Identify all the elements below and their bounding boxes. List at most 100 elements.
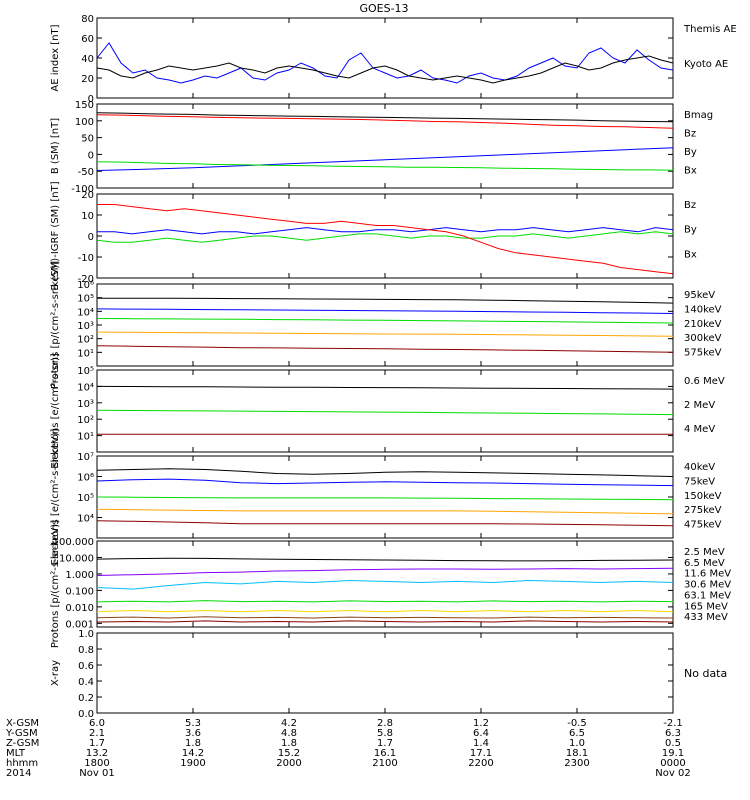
x-row-value: 0000 [660,758,685,769]
y-tick-label: 20 [81,190,94,201]
series-line-40kev [96,468,674,477]
y-tick-label: 0 [88,94,94,105]
y-tick-label: 10⁶ [77,473,94,484]
series-line-95kev [96,297,674,304]
legend-entry: 140keV [684,304,722,315]
x-row-value: Nov 01 [79,768,114,779]
legend-entry: 63.1 MeV [684,590,731,601]
y-tick-label: -20 [78,274,94,285]
series-line-bz [96,114,674,129]
panel-electrons1: Electrons [e/(cm²-s-sr)] [50,353,674,469]
series-line-11.6-mev [96,579,674,590]
x-row-label: Y-GSM [5,728,38,739]
panel-frame [96,455,674,539]
legend-entry: 40keV [684,462,715,473]
y-tick-label: 0 [88,232,94,243]
x-row-value: 2200 [468,758,493,769]
y-axis-label: B (SM) [nT] [50,118,61,174]
legend-entry: 2.5 MeV [684,547,725,558]
series-line-2-mev [96,409,674,416]
legend-entry: 30.6 MeV [684,580,731,591]
y-tick-label: 10⁴ [77,514,94,525]
series-line-165-mev [96,616,674,619]
legend-entry: 0.6 MeV [684,376,725,387]
y-tick-label: -50 [78,167,94,178]
series-line-6.5-mev [96,567,674,576]
y-tick-label: 10⁴ [77,382,94,393]
x-row-value: 1900 [180,758,205,769]
legend-entry: 475keV [684,520,722,531]
y-tick-label: 50 [81,134,94,145]
series-line-bx [96,147,674,171]
series-line-475kev [96,520,674,527]
panel-frame [96,632,674,714]
x-row-value: 5.8 [377,728,393,739]
legend-entry: By [684,147,697,158]
y-tick-label: 0.6 [78,661,94,672]
series-line-433-mev [96,620,674,623]
y-tick-label: 0.2 [78,693,94,704]
series-line-kyoto-ae [96,42,674,84]
series-line-300kev [96,331,674,337]
x-row-value: 0.5 [665,738,681,749]
y-tick-label: 10¹ [77,348,94,359]
legend-entry: 4 MeV [684,424,715,435]
panel-frame [96,17,674,99]
panel-bigrf: B (SM)-IGRF (SM) [nT] [50,181,674,291]
y-tick-label: 40 [81,54,94,65]
y-axis-label: Protons [p/(cm²-s-sr-keV)] [50,520,61,648]
y-tick-label: 150 [75,100,94,111]
y-tick-label: 10⁷ [77,452,94,463]
x-row-value: 1800 [84,758,109,769]
y-tick-label: 0 [88,150,94,161]
legend-entry: 300keV [684,333,722,344]
x-row-value: 4.8 [281,728,297,739]
x-row-value: Nov 02 [655,768,690,779]
y-tick-label: -10 [78,253,94,264]
legend-entry: Bx [684,166,697,177]
y-tick-label: 10 [81,211,94,222]
y-tick-label: 20 [81,74,94,85]
x-row-value: 13.2 [86,748,108,759]
y-axis-label: B (SM)-IGRF (SM) [nT] [50,181,61,290]
legend-entry: Bmag [684,110,713,121]
series-line-63.1-mev [96,609,674,613]
legend-entry: 11.6 MeV [684,569,731,580]
x-row-value: 2.1 [89,728,105,739]
series-line-bx [97,227,674,235]
series-line-150kev [96,496,674,501]
y-tick-label: 10⁶ [77,280,94,291]
y-axis-label: AE index [nT] [50,24,61,91]
series-line-210kev [96,318,674,324]
series-line-0.6-mev [96,385,674,390]
legend-entry: 75keV [684,476,715,487]
series-line-275kev [96,508,674,515]
legend-entry: Bz [684,200,696,211]
y-tick-label: 10³ [77,399,94,410]
y-tick-label: 100 [75,117,94,128]
series-line-by [96,231,674,243]
y-tick-label: 0.4 [78,677,94,688]
panel-ae: AE index [nT] [50,17,674,99]
panel-electrons2: Electrons [e/(cm²-s-sr-keV)] [50,428,674,565]
y-tick-label: 10⁵ [77,493,94,504]
y-tick-label: 1.000 [65,570,94,581]
y-tick-label: 10⁵ [77,294,94,305]
x-row-value: 19.1 [662,748,684,759]
x-row-value: 15.2 [278,748,300,759]
x-row-value: 6.0 [89,718,105,729]
legend-entry: 210keV [684,319,722,330]
series-line-bmag [96,112,674,123]
y-axis-label: X-ray [50,660,61,686]
legend-entry: 165 MeV [684,601,728,612]
y-tick-label: 60 [81,34,94,45]
x-row-value: 16.1 [374,748,396,759]
x-row-label: 2014 [6,768,31,779]
legend-entry: Kyoto AE [684,59,728,70]
series-line-140kev [96,308,674,314]
x-row-value: 18.1 [566,748,588,759]
legend-entry: 575keV [684,348,722,359]
x-row-label: MLT [6,748,26,759]
legend-entry: Bx [684,249,697,260]
x-row-value: -0.5 [567,718,587,729]
